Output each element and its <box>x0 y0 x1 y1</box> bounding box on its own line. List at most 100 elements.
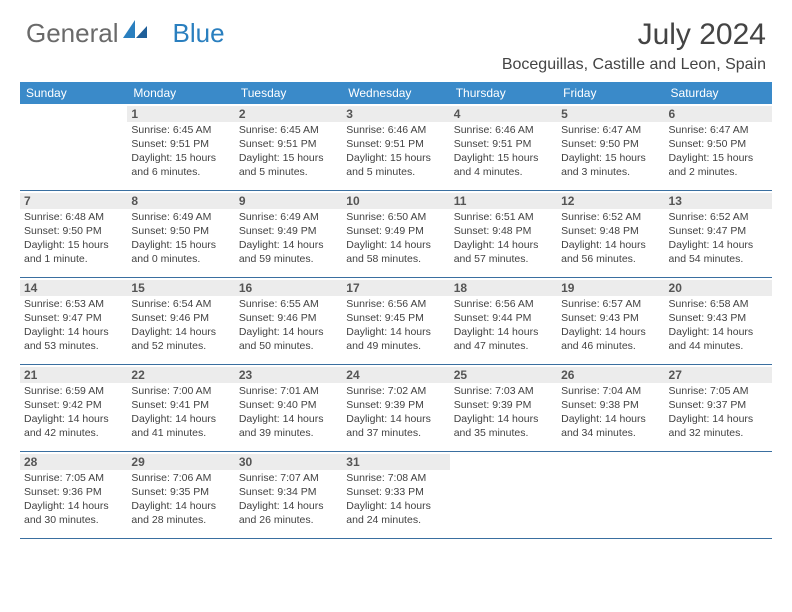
calendar-week: 28Sunrise: 7:05 AMSunset: 9:36 PMDayligh… <box>20 452 772 539</box>
calendar-day <box>557 452 664 538</box>
calendar-day: 31 Sunrise: 7:08 AMSunset: 9:33 PMDayligh… <box>342 452 449 538</box>
day-number: 16 <box>235 280 342 296</box>
day-details: Sunrise: 6:55 AMSunset: 9:46 PMDaylight:… <box>239 298 338 353</box>
calendar-week: 14Sunrise: 6:53 AMSunset: 9:47 PMDayligh… <box>20 278 772 365</box>
daylight-text: Daylight: 14 hours and 37 minutes. <box>346 413 445 441</box>
day-number: 15 <box>127 280 234 296</box>
calendar-day: 27Sunrise: 7:05 AMSunset: 9:37 PMDayligh… <box>665 365 772 451</box>
calendar-day: 12Sunrise: 6:52 AMSunset: 9:48 PMDayligh… <box>557 191 664 277</box>
day-number: 3 <box>342 106 449 122</box>
calendar-day <box>450 452 557 538</box>
day-details: Sunrise: 6:45 AMSunset: 9:51 PMDaylight:… <box>131 124 230 179</box>
daylight-text: Daylight: 15 hours and 2 minutes. <box>669 152 768 180</box>
daylight-text: Daylight: 14 hours and 58 minutes. <box>346 239 445 267</box>
calendar-day <box>665 452 772 538</box>
dow-sunday: Sunday <box>20 82 127 104</box>
sunset-text: Sunset: 9:47 PM <box>24 312 123 326</box>
sunrise-text: Sunrise: 7:05 AM <box>669 385 768 399</box>
calendar-day: 18Sunrise: 6:56 AMSunset: 9:44 PMDayligh… <box>450 278 557 364</box>
day-details: Sunrise: 6:54 AMSunset: 9:46 PMDaylight:… <box>131 298 230 353</box>
daylight-text: Daylight: 15 hours and 1 minute. <box>24 239 123 267</box>
dow-monday: Monday <box>127 82 234 104</box>
dow-tuesday: Tuesday <box>235 82 342 104</box>
sunset-text: Sunset: 9:42 PM <box>24 399 123 413</box>
sunrise-text: Sunrise: 6:45 AM <box>239 124 338 138</box>
sunrise-text: Sunrise: 7:07 AM <box>239 472 338 486</box>
day-details: Sunrise: 6:53 AMSunset: 9:47 PMDaylight:… <box>24 298 123 353</box>
calendar-day: 13Sunrise: 6:52 AMSunset: 9:47 PMDayligh… <box>665 191 772 277</box>
calendar-day: 23Sunrise: 7:01 AMSunset: 9:40 PMDayligh… <box>235 365 342 451</box>
weeks-container: 1Sunrise: 6:45 AMSunset: 9:51 PMDaylight… <box>20 104 772 539</box>
sunset-text: Sunset: 9:33 PM <box>346 486 445 500</box>
sunrise-text: Sunrise: 6:56 AM <box>454 298 553 312</box>
day-number: 24 <box>342 367 449 383</box>
day-number: 26 <box>557 367 664 383</box>
day-details: Sunrise: 7:04 AMSunset: 9:38 PMDaylight:… <box>561 385 660 440</box>
calendar-day: 15 Sunrise: 6:54 AMSunset: 9:46 PMDayligh… <box>127 278 234 364</box>
day-number: 17 <box>342 280 449 296</box>
calendar-week: 7Sunrise: 6:48 AMSunset: 9:50 PMDaylight… <box>20 191 772 278</box>
day-details: Sunrise: 7:08 AMSunset: 9:33 PMDaylight:… <box>346 472 445 527</box>
sunset-text: Sunset: 9:39 PM <box>346 399 445 413</box>
day-details: Sunrise: 6:56 AMSunset: 9:44 PMDaylight:… <box>454 298 553 353</box>
sunrise-text: Sunrise: 7:04 AM <box>561 385 660 399</box>
daylight-text: Daylight: 14 hours and 50 minutes. <box>239 326 338 354</box>
calendar: Sunday Monday Tuesday Wednesday Thursday… <box>20 82 772 539</box>
day-number: 20 <box>665 280 772 296</box>
sunset-text: Sunset: 9:41 PM <box>131 399 230 413</box>
sunrise-text: Sunrise: 6:59 AM <box>24 385 123 399</box>
sunset-text: Sunset: 9:37 PM <box>669 399 768 413</box>
sunset-text: Sunset: 9:48 PM <box>561 225 660 239</box>
daylight-text: Daylight: 14 hours and 26 minutes. <box>239 500 338 528</box>
sunrise-text: Sunrise: 6:58 AM <box>669 298 768 312</box>
sunset-text: Sunset: 9:50 PM <box>24 225 123 239</box>
calendar-day: 7Sunrise: 6:48 AMSunset: 9:50 PMDaylight… <box>20 191 127 277</box>
daylight-text: Daylight: 14 hours and 49 minutes. <box>346 326 445 354</box>
daylight-text: Daylight: 14 hours and 32 minutes. <box>669 413 768 441</box>
sunrise-text: Sunrise: 7:08 AM <box>346 472 445 486</box>
day-number: 28 <box>20 454 127 470</box>
day-number: 21 <box>20 367 127 383</box>
day-details: Sunrise: 6:49 AMSunset: 9:50 PMDaylight:… <box>131 211 230 266</box>
daylight-text: Daylight: 15 hours and 0 minutes. <box>131 239 230 267</box>
sunrise-text: Sunrise: 6:55 AM <box>239 298 338 312</box>
day-details: Sunrise: 6:51 AMSunset: 9:48 PMDaylight:… <box>454 211 553 266</box>
day-details: Sunrise: 6:52 AMSunset: 9:47 PMDaylight:… <box>669 211 768 266</box>
day-details: Sunrise: 7:00 AMSunset: 9:41 PMDaylight:… <box>131 385 230 440</box>
sunrise-text: Sunrise: 6:51 AM <box>454 211 553 225</box>
calendar-day <box>20 104 127 190</box>
sunrise-text: Sunrise: 6:52 AM <box>561 211 660 225</box>
daylight-text: Daylight: 14 hours and 44 minutes. <box>669 326 768 354</box>
daylight-text: Daylight: 14 hours and 56 minutes. <box>561 239 660 267</box>
day-number: 7 <box>20 193 127 209</box>
day-details: Sunrise: 6:49 AMSunset: 9:49 PMDaylight:… <box>239 211 338 266</box>
daylight-text: Daylight: 14 hours and 46 minutes. <box>561 326 660 354</box>
sunset-text: Sunset: 9:47 PM <box>669 225 768 239</box>
daylight-text: Daylight: 15 hours and 4 minutes. <box>454 152 553 180</box>
sunrise-text: Sunrise: 6:47 AM <box>561 124 660 138</box>
day-number: 8 <box>127 193 234 209</box>
calendar-day: 28Sunrise: 7:05 AMSunset: 9:36 PMDayligh… <box>20 452 127 538</box>
calendar-day: 14Sunrise: 6:53 AMSunset: 9:47 PMDayligh… <box>20 278 127 364</box>
sunrise-text: Sunrise: 6:54 AM <box>131 298 230 312</box>
calendar-day: 21 Sunrise: 6:59 AMSunset: 9:42 PMDayligh… <box>20 365 127 451</box>
daylight-text: Daylight: 14 hours and 53 minutes. <box>24 326 123 354</box>
day-number: 25 <box>450 367 557 383</box>
logo: General Blue <box>26 18 225 49</box>
daylight-text: Daylight: 14 hours and 34 minutes. <box>561 413 660 441</box>
sunset-text: Sunset: 9:51 PM <box>346 138 445 152</box>
calendar-week: 1Sunrise: 6:45 AMSunset: 9:51 PMDaylight… <box>20 104 772 191</box>
sunset-text: Sunset: 9:39 PM <box>454 399 553 413</box>
calendar-day: 10Sunrise: 6:50 AMSunset: 9:49 PMDayligh… <box>342 191 449 277</box>
day-number: 4 <box>450 106 557 122</box>
day-details: Sunrise: 6:46 AMSunset: 9:51 PMDaylight:… <box>346 124 445 179</box>
sunset-text: Sunset: 9:49 PM <box>239 225 338 239</box>
day-details: Sunrise: 6:59 AMSunset: 9:42 PMDaylight:… <box>24 385 123 440</box>
calendar-week: 21Sunrise: 6:59 AMSunset: 9:42 PMDayligh… <box>20 365 772 452</box>
location-subtitle: Boceguillas, Castille and Leon, Spain <box>502 56 766 74</box>
day-number: 10 <box>342 193 449 209</box>
day-number: 19 <box>557 280 664 296</box>
sunset-text: Sunset: 9:46 PM <box>239 312 338 326</box>
day-number: 31 <box>342 454 449 470</box>
sunrise-text: Sunrise: 6:52 AM <box>669 211 768 225</box>
